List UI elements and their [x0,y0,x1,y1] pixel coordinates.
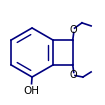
Text: O: O [70,70,78,80]
Text: O: O [70,25,78,35]
Text: OH: OH [23,86,39,96]
